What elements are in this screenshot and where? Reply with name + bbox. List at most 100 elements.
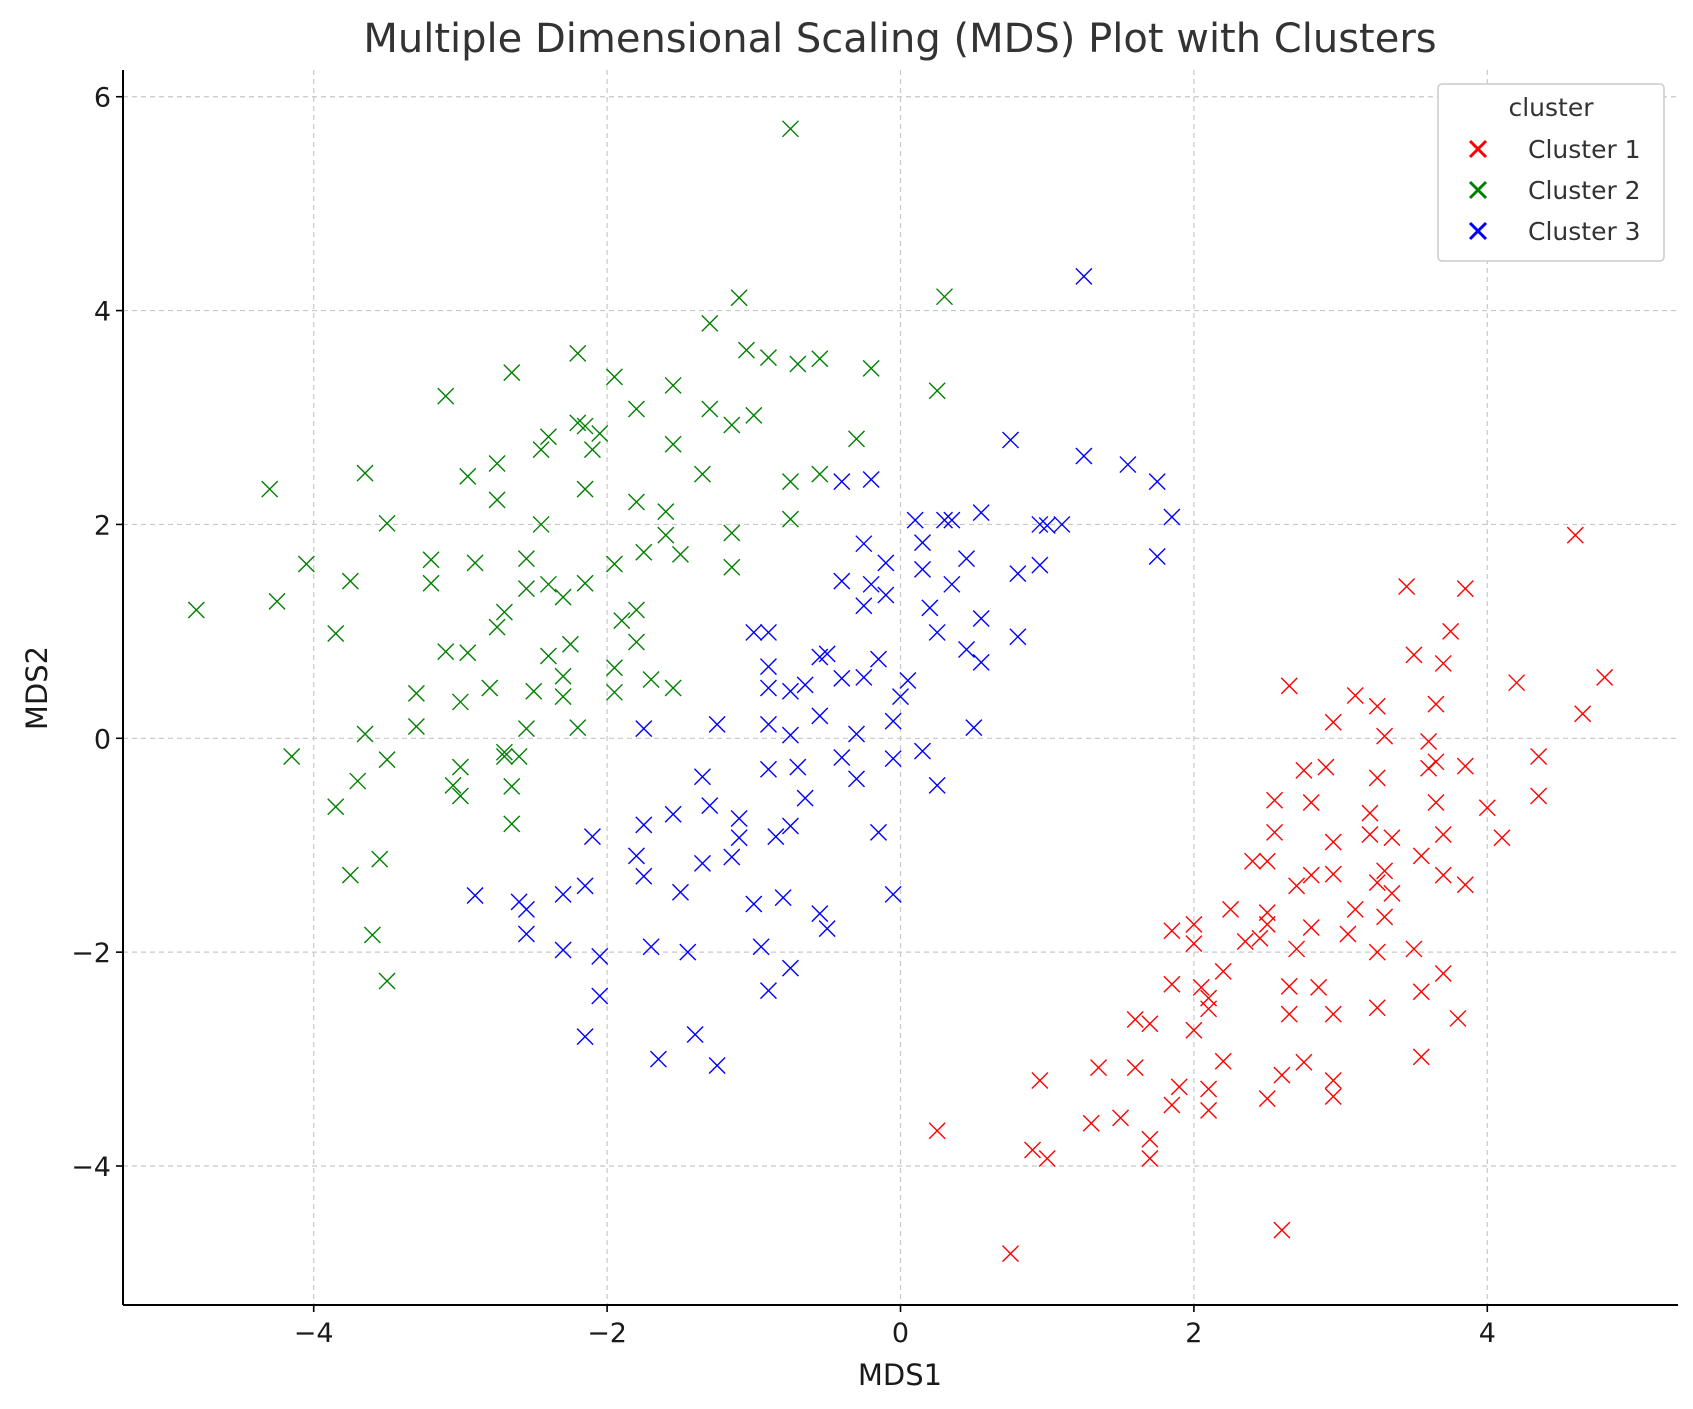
data-point bbox=[1280, 1005, 1298, 1023]
y-axis-title: MDS2 bbox=[20, 646, 54, 730]
data-point bbox=[283, 747, 301, 765]
data-point bbox=[576, 574, 594, 592]
data-point bbox=[965, 719, 983, 737]
data-point bbox=[781, 726, 799, 744]
data-point bbox=[1346, 687, 1364, 705]
data-point bbox=[437, 387, 455, 405]
data-point bbox=[723, 558, 741, 576]
data-point bbox=[657, 526, 675, 544]
data-point bbox=[327, 625, 345, 642]
data-point bbox=[576, 877, 594, 895]
data-point bbox=[1324, 713, 1342, 731]
data-point bbox=[1170, 1078, 1188, 1096]
data-point bbox=[664, 679, 682, 697]
data-point bbox=[781, 682, 799, 700]
grid bbox=[123, 70, 1678, 1305]
data-point bbox=[745, 895, 763, 913]
y-tick-label: 6 bbox=[94, 83, 111, 114]
data-point bbox=[495, 743, 513, 761]
data-point bbox=[539, 647, 557, 665]
data-point bbox=[1295, 761, 1313, 779]
data-point bbox=[833, 749, 851, 767]
data-point bbox=[591, 425, 609, 443]
data-point bbox=[847, 725, 865, 743]
data-point bbox=[1405, 646, 1423, 664]
data-point bbox=[297, 555, 315, 573]
data-point bbox=[1251, 929, 1269, 947]
x-tick-label: 2 bbox=[1185, 1318, 1202, 1349]
data-point bbox=[1200, 1101, 1218, 1119]
data-point bbox=[855, 668, 873, 686]
data-point bbox=[693, 768, 711, 786]
legend-item: Cluster 2 bbox=[1468, 176, 1641, 205]
data-point bbox=[1361, 826, 1379, 844]
data-point bbox=[517, 720, 535, 738]
data-point bbox=[1244, 852, 1262, 870]
data-point bbox=[1002, 431, 1020, 449]
data-point bbox=[627, 633, 645, 651]
data-point bbox=[569, 719, 587, 737]
legend-marker bbox=[1468, 221, 1488, 241]
data-point bbox=[1266, 823, 1284, 841]
data-point bbox=[723, 848, 741, 866]
data-point bbox=[833, 669, 851, 687]
y-tick-label: 4 bbox=[94, 297, 111, 328]
data-point bbox=[466, 886, 484, 904]
data-point bbox=[671, 545, 689, 563]
data-point bbox=[378, 972, 396, 990]
data-point bbox=[833, 572, 851, 590]
data-point bbox=[928, 1122, 946, 1140]
data-point bbox=[591, 987, 609, 1005]
data-point bbox=[378, 514, 396, 532]
y-tick-label: −2 bbox=[71, 938, 111, 969]
data-point bbox=[855, 535, 873, 553]
series-1 bbox=[928, 526, 1614, 1263]
data-point bbox=[781, 817, 799, 835]
data-point bbox=[1214, 1052, 1232, 1070]
data-point bbox=[1420, 759, 1438, 777]
data-point bbox=[693, 854, 711, 872]
legend-marker bbox=[1468, 180, 1488, 200]
data-point bbox=[1368, 769, 1386, 787]
data-point bbox=[459, 467, 477, 485]
data-point bbox=[1214, 962, 1232, 980]
data-point bbox=[1075, 267, 1093, 285]
data-point bbox=[1310, 978, 1328, 996]
data-point bbox=[407, 684, 425, 702]
legend-marker bbox=[1468, 139, 1488, 159]
data-point bbox=[701, 314, 719, 332]
data-point bbox=[1258, 852, 1276, 870]
data-point bbox=[1383, 884, 1401, 902]
data-point bbox=[341, 866, 359, 884]
data-point bbox=[730, 829, 748, 847]
data-point bbox=[1185, 1021, 1203, 1039]
data-point bbox=[1368, 999, 1386, 1017]
data-point bbox=[943, 575, 961, 593]
data-point bbox=[657, 503, 675, 521]
data-point bbox=[884, 750, 902, 768]
data-point bbox=[1126, 1011, 1144, 1029]
data-point bbox=[488, 491, 506, 509]
data-point bbox=[488, 618, 506, 636]
data-point bbox=[1258, 915, 1276, 933]
data-point bbox=[781, 120, 799, 138]
data-point bbox=[1038, 1150, 1056, 1168]
data-point bbox=[752, 938, 770, 956]
data-point bbox=[1376, 862, 1394, 880]
data-point bbox=[789, 355, 807, 373]
data-point bbox=[1434, 965, 1452, 983]
data-point bbox=[1361, 804, 1379, 822]
data-point bbox=[1273, 1066, 1291, 1084]
data-point bbox=[1273, 1221, 1291, 1239]
data-point bbox=[488, 454, 506, 472]
data-point bbox=[1280, 977, 1298, 995]
data-point bbox=[1200, 1000, 1218, 1018]
data-point bbox=[1163, 975, 1181, 993]
data-point bbox=[745, 406, 763, 424]
data-point bbox=[1119, 456, 1137, 474]
data-point bbox=[1302, 793, 1320, 811]
data-point bbox=[1126, 1059, 1144, 1077]
data-point bbox=[1324, 1087, 1342, 1105]
data-point bbox=[1024, 1141, 1042, 1159]
data-point bbox=[862, 359, 880, 377]
